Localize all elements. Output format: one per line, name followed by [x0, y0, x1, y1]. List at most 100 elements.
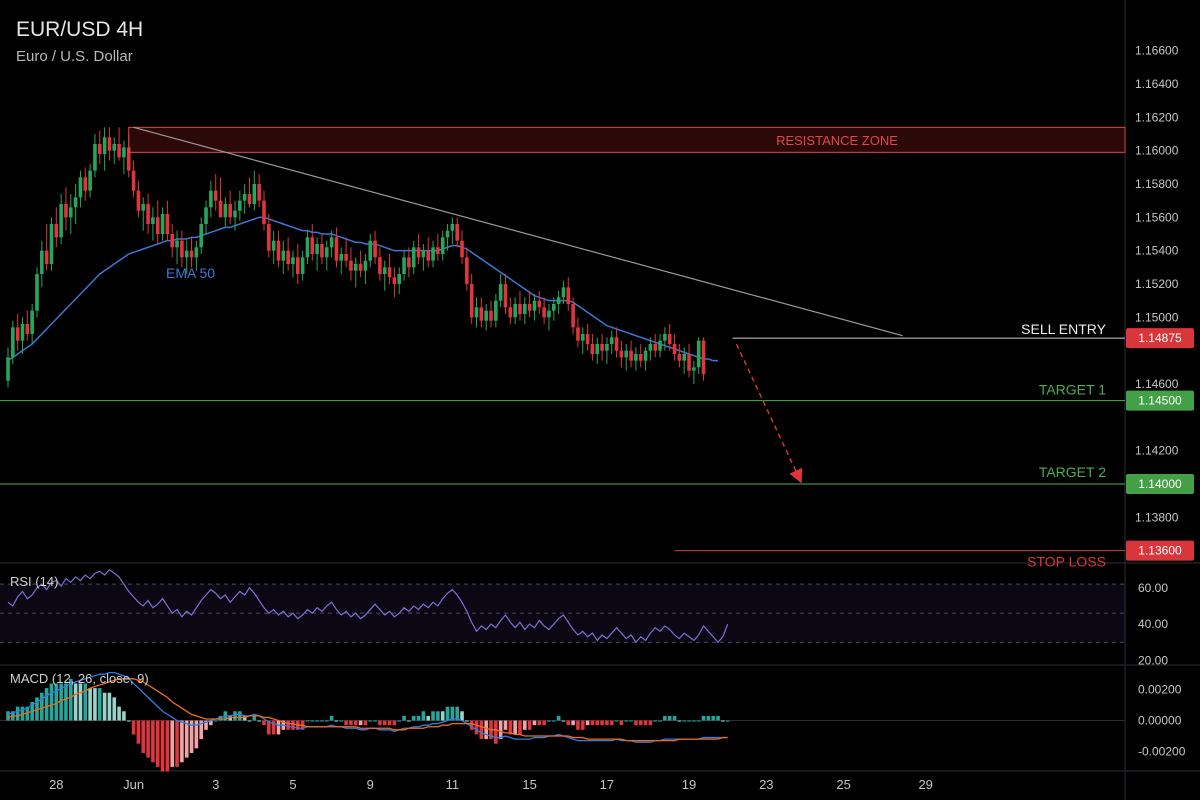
macd-histogram-bar	[112, 697, 117, 721]
candle	[368, 234, 373, 268]
candle	[20, 317, 25, 354]
candle	[402, 250, 406, 281]
candle-body	[595, 344, 600, 354]
macd-histogram-bar	[310, 720, 315, 722]
candle-body	[73, 197, 78, 208]
macd-histogram-bar	[407, 720, 411, 722]
candle-body	[460, 240, 464, 258]
macd-histogram-bar	[518, 720, 522, 735]
macd-histogram-bar	[672, 715, 677, 721]
macd-histogram-bar	[426, 715, 431, 721]
macd-histogram-bar	[324, 720, 329, 722]
macd-histogram-bar	[469, 720, 474, 730]
macd-histogram-bar	[658, 720, 662, 722]
macd-histogram-bar	[595, 720, 600, 726]
candle-body	[571, 304, 575, 328]
candle	[595, 337, 600, 364]
candle	[436, 234, 440, 261]
candle	[339, 247, 344, 274]
candle	[141, 197, 146, 231]
candle-body	[600, 344, 604, 351]
candle	[165, 200, 170, 241]
candle	[634, 347, 638, 371]
macd-histogram-bar	[320, 720, 324, 722]
macd-histogram-bar	[194, 720, 199, 749]
candle	[170, 224, 175, 258]
candle-body	[170, 234, 175, 248]
candle	[431, 240, 435, 268]
candle	[663, 327, 667, 351]
candle	[609, 330, 614, 354]
candle-body	[498, 284, 503, 301]
candle	[503, 274, 508, 314]
macd-tick-label: 0.00000	[1138, 714, 1182, 728]
candle-body	[474, 307, 479, 318]
candle	[465, 247, 469, 291]
candle	[658, 334, 662, 358]
candle	[247, 177, 252, 208]
candle	[556, 290, 561, 314]
macd-histogram-bar	[663, 715, 667, 721]
price-tick-label: 1.16400	[1135, 77, 1179, 91]
macd-histogram-bar	[213, 720, 218, 722]
candle	[242, 184, 247, 214]
candle-body	[131, 170, 136, 191]
candle-body	[551, 304, 556, 311]
target-2-label: TARGET 2	[1039, 464, 1106, 480]
candle-body	[580, 334, 585, 341]
macd-histogram-bar	[411, 715, 416, 721]
candle	[373, 230, 377, 264]
candle-body	[15, 327, 20, 341]
macd-histogram-bar	[54, 683, 59, 721]
candle	[353, 257, 358, 288]
candle-body	[672, 344, 677, 354]
candle-body	[450, 224, 455, 231]
macd-histogram-bar	[209, 720, 213, 726]
candle-body	[382, 267, 387, 274]
macd-histogram-bar	[64, 683, 68, 721]
candle-body	[93, 144, 97, 171]
sell-entry-label: SELL ENTRY	[1021, 321, 1106, 337]
candle	[122, 140, 126, 174]
candle-body	[561, 287, 566, 298]
candle-body	[286, 250, 290, 264]
macd-histogram-bar	[233, 711, 237, 721]
candle-body	[629, 350, 633, 361]
candle-body	[682, 354, 686, 361]
candle	[518, 290, 522, 321]
ema-50-label: EMA 50	[166, 265, 215, 281]
candle	[692, 360, 696, 384]
macd-histogram-bar	[315, 720, 319, 722]
macd-histogram-bar	[184, 720, 189, 758]
candle	[469, 274, 474, 324]
candle	[566, 277, 571, 311]
candle-body	[687, 354, 691, 371]
candle-body	[160, 214, 165, 234]
candle-body	[30, 310, 34, 334]
candle	[59, 194, 63, 244]
candle	[696, 337, 701, 374]
candle	[329, 230, 334, 258]
candle	[648, 337, 653, 361]
candle	[252, 170, 257, 211]
candle	[93, 134, 97, 178]
macd-histogram-bar	[585, 720, 590, 726]
macd-histogram-bar	[402, 715, 406, 721]
macd-histogram-bar	[382, 720, 387, 726]
macd-histogram-bar	[238, 711, 242, 721]
macd-histogram-bar	[513, 720, 517, 735]
macd-histogram-bar	[247, 720, 252, 722]
macd-histogram-bar	[455, 706, 459, 721]
candle-body	[387, 267, 392, 278]
rsi-tick-label: 20.00	[1138, 653, 1168, 667]
candle	[484, 304, 488, 331]
candle	[523, 297, 527, 324]
macd-histogram-bar	[204, 720, 208, 730]
candle	[585, 324, 590, 351]
candle	[600, 334, 604, 361]
macd-histogram-bar	[397, 720, 402, 722]
candle-body	[189, 250, 194, 258]
candle-body	[667, 334, 672, 344]
candle	[11, 320, 15, 364]
